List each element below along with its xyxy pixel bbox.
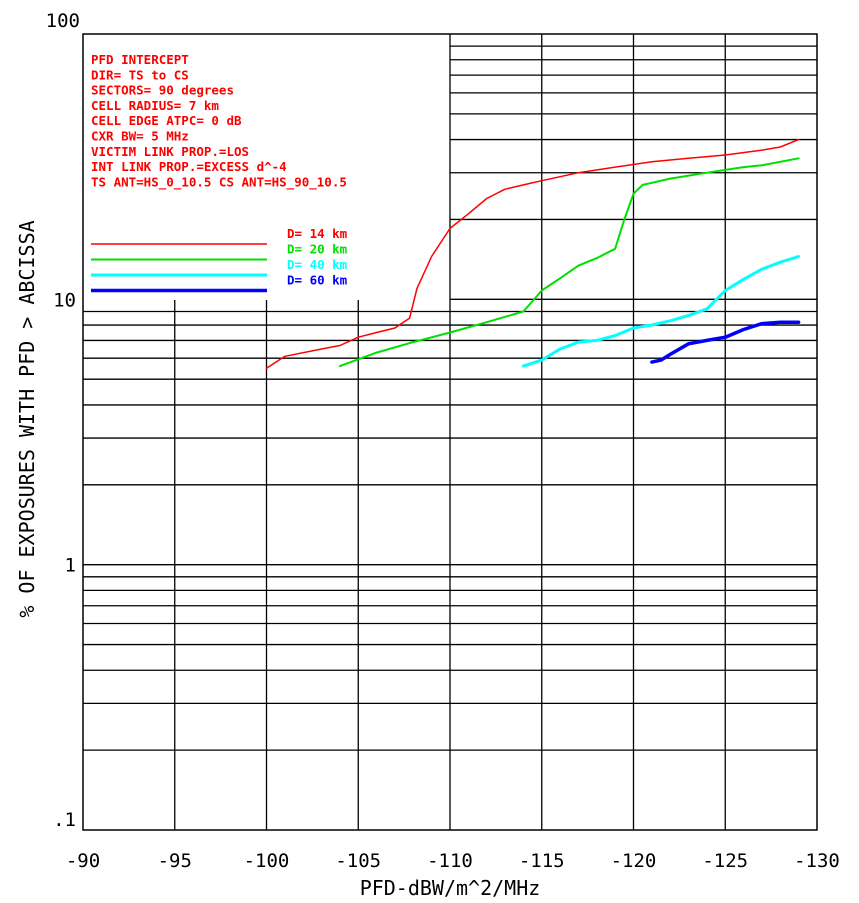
annotation-line: TS ANT=HS_0_10.5 CS ANT=HS_90_10.5 xyxy=(91,174,347,190)
annotation-line: INT LINK PROP.=EXCESS d^-4 xyxy=(91,159,287,174)
x-tick-label: -120 xyxy=(611,850,657,872)
annotation-line: PFD INTERCEPT xyxy=(91,52,189,67)
y-tick-labels: 100 10 1 .1 xyxy=(46,10,80,831)
annotation-line: DIR= TS to CS xyxy=(91,67,189,82)
legend-label: D= 60 km xyxy=(287,273,348,288)
x-tick-label: -95 xyxy=(158,850,192,872)
legend-label: D= 40 km xyxy=(287,257,348,272)
y-tick-label: 100 xyxy=(46,10,80,32)
x-tick-label: -110 xyxy=(427,850,473,872)
x-tick-label: -130 xyxy=(794,850,840,872)
series-line-2 xyxy=(338,157,800,368)
x-tick-label: -100 xyxy=(244,850,290,872)
y-axis-title: % OF EXPOSURES WITH PFD > ABCISSA xyxy=(15,220,39,617)
x-tick-label: -90 xyxy=(66,850,100,872)
legend-label: D= 14 km xyxy=(287,226,348,241)
annotation-line: CELL EDGE ATPC= 0 dB xyxy=(91,113,242,128)
annotation-line: CXR BW= 5 MHz xyxy=(91,129,189,144)
annotation-backing xyxy=(84,35,450,300)
x-axis-title: PFD-dBW/m^2/MHz xyxy=(360,876,541,900)
x-tick-label: -115 xyxy=(519,850,565,872)
annotation-line: CELL RADIUS= 7 km xyxy=(91,98,219,113)
grid xyxy=(83,34,817,830)
y-tick-label: .1 xyxy=(53,809,76,831)
y-tick-label: 1 xyxy=(65,555,76,577)
y-tick-label: 10 xyxy=(53,289,76,311)
series-line-1 xyxy=(265,138,800,369)
x-tick-label: -105 xyxy=(335,850,381,872)
annotation-line: SECTORS= 90 degrees xyxy=(91,83,234,98)
series-line-3 xyxy=(521,255,801,368)
annotation-line: VICTIM LINK PROP.=LOS xyxy=(91,144,249,159)
x-tick-labels: -90 -95 -100 -105 -110 -115 -120 -125 -130 xyxy=(66,850,840,872)
series-layer xyxy=(265,138,801,369)
legend-label: D= 20 km xyxy=(287,242,348,257)
series-line-4 xyxy=(650,320,801,364)
legend: D= 14 kmD= 20 kmD= 40 kmD= 60 km xyxy=(91,226,348,293)
x-tick-label: -125 xyxy=(702,850,748,872)
